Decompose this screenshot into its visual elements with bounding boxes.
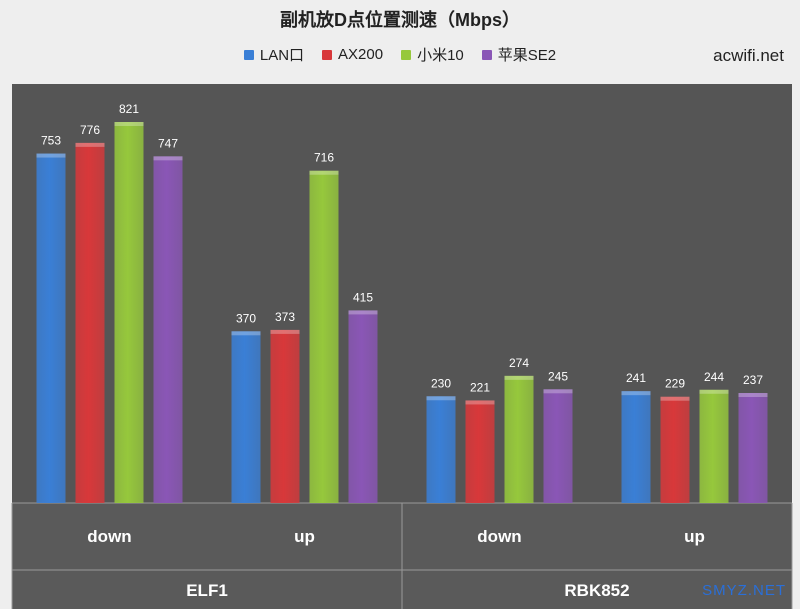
bar — [465, 400, 495, 503]
data-label: 747 — [158, 136, 178, 150]
legend-label: 苹果SE2 — [497, 47, 557, 64]
category-label: up — [294, 527, 315, 546]
watermark-acwifi: acwifi.net — [713, 46, 784, 65]
category-label: up — [684, 527, 705, 546]
bar-cap — [309, 170, 339, 175]
legend-item: 小米10 — [401, 44, 464, 65]
bar — [114, 122, 144, 503]
data-label: 716 — [314, 151, 334, 165]
legend-item: 苹果SE2 — [481, 44, 557, 65]
legend-item: LAN口 — [243, 44, 305, 65]
data-label: 241 — [626, 371, 646, 385]
bar-cap — [543, 389, 573, 394]
legend-swatch — [322, 49, 333, 60]
data-label: 230 — [431, 376, 451, 390]
group-label: RBK852 — [564, 581, 629, 600]
bar — [426, 396, 456, 503]
legend-label: 小米10 — [417, 47, 464, 64]
bar-cap — [465, 400, 495, 405]
data-label: 274 — [509, 356, 529, 370]
watermark-smyz: SMYZ.NET — [702, 582, 786, 599]
data-label: 370 — [236, 311, 256, 325]
bar — [309, 170, 339, 503]
legend: LAN口 AX200 小米10 苹果SE2 — [0, 44, 800, 65]
group-label: ELF1 — [186, 581, 228, 600]
bar — [660, 396, 690, 503]
bar-cap — [426, 396, 456, 401]
category-label: down — [87, 527, 131, 546]
legend-swatch — [481, 49, 492, 60]
bar-cap — [231, 331, 261, 336]
data-label: 776 — [80, 123, 100, 137]
bar — [75, 142, 105, 504]
bar-cap — [699, 389, 729, 394]
legend-item: AX200 — [322, 44, 383, 65]
data-label: 245 — [548, 369, 568, 383]
legend-label: AX200 — [338, 46, 384, 63]
bar — [270, 329, 300, 503]
bar — [348, 310, 378, 503]
data-label: 229 — [665, 377, 685, 391]
bar-cap — [504, 375, 534, 380]
bar — [504, 375, 534, 503]
data-label: 221 — [470, 380, 490, 394]
bar-cap — [36, 153, 66, 158]
bar — [699, 389, 729, 503]
bar-cap — [621, 391, 651, 396]
data-label: 821 — [119, 102, 139, 116]
bar-cap — [348, 310, 378, 315]
bar-cap — [270, 329, 300, 334]
bar-cap — [738, 393, 768, 398]
bar-cap — [153, 156, 183, 161]
bar-cap — [75, 142, 105, 147]
data-label: 244 — [704, 370, 724, 384]
bar — [738, 393, 768, 503]
bar-cap — [114, 122, 144, 126]
legend-swatch — [401, 49, 412, 60]
bar — [621, 391, 651, 503]
bar — [543, 389, 573, 503]
data-label: 373 — [275, 310, 295, 324]
legend-label: LAN口 — [259, 47, 305, 64]
bar-cap — [660, 396, 690, 401]
chart-title: 副机放D点位置测速（Mbps） — [280, 10, 520, 30]
bar — [36, 153, 66, 503]
bar — [153, 156, 183, 503]
data-label: 415 — [353, 290, 373, 304]
category-label: down — [477, 527, 521, 546]
data-label: 237 — [743, 373, 763, 387]
data-label: 753 — [41, 134, 61, 148]
legend-swatch — [243, 49, 254, 60]
bar — [231, 331, 261, 503]
